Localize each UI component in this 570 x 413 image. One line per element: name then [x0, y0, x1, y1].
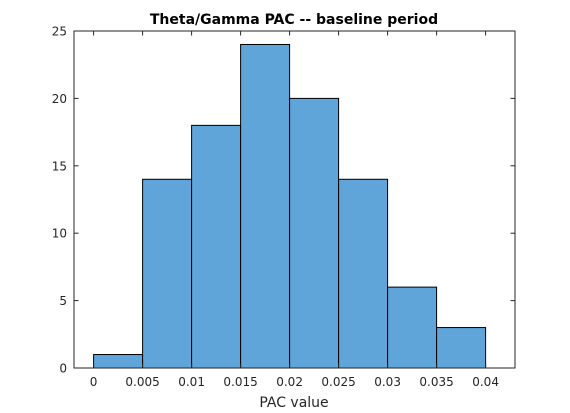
- axes-group: [73, 30, 516, 369]
- y-tick-label: 0: [59, 362, 67, 376]
- y-tick-label: 15: [52, 159, 67, 173]
- histogram-bar: [387, 286, 438, 369]
- histogram-bar: [93, 354, 144, 369]
- y-tick-label: 20: [52, 92, 67, 106]
- histogram-bar: [289, 97, 340, 369]
- histogram-bar: [240, 43, 291, 369]
- x-axis-label: PAC value: [259, 395, 328, 411]
- y-ticks-group: 0 5 10 15 20 25: [52, 25, 515, 376]
- histogram-bar: [142, 178, 193, 369]
- bars-group: [93, 43, 487, 369]
- x-tick-label: 0.015: [223, 375, 257, 389]
- histogram-bar: [436, 327, 487, 369]
- x-tick-label: 0.035: [419, 375, 453, 389]
- x-tick-label: 0.025: [321, 375, 355, 389]
- x-tick-label: 0.02: [276, 375, 303, 389]
- y-tick-label: 5: [59, 294, 67, 308]
- x-tick-label: 0: [90, 375, 98, 389]
- y-tick-label: 10: [52, 227, 67, 241]
- chart-title: Theta/Gamma PAC -- baseline period: [150, 12, 438, 28]
- x-tick-label: 0.005: [125, 375, 159, 389]
- x-tick-label: 0.03: [374, 375, 401, 389]
- x-tick-label: 0.01: [178, 375, 205, 389]
- x-tick-label: 0.04: [472, 375, 499, 389]
- histogram-bar: [191, 124, 242, 369]
- x-ticks-group: 0 0.005 0.01 0.015 0.02 0.025 0.03 0.035 0.04: [90, 31, 499, 389]
- histogram-bar: [338, 178, 389, 369]
- y-tick-label: 25: [52, 25, 67, 39]
- plot-frame: [73, 30, 516, 369]
